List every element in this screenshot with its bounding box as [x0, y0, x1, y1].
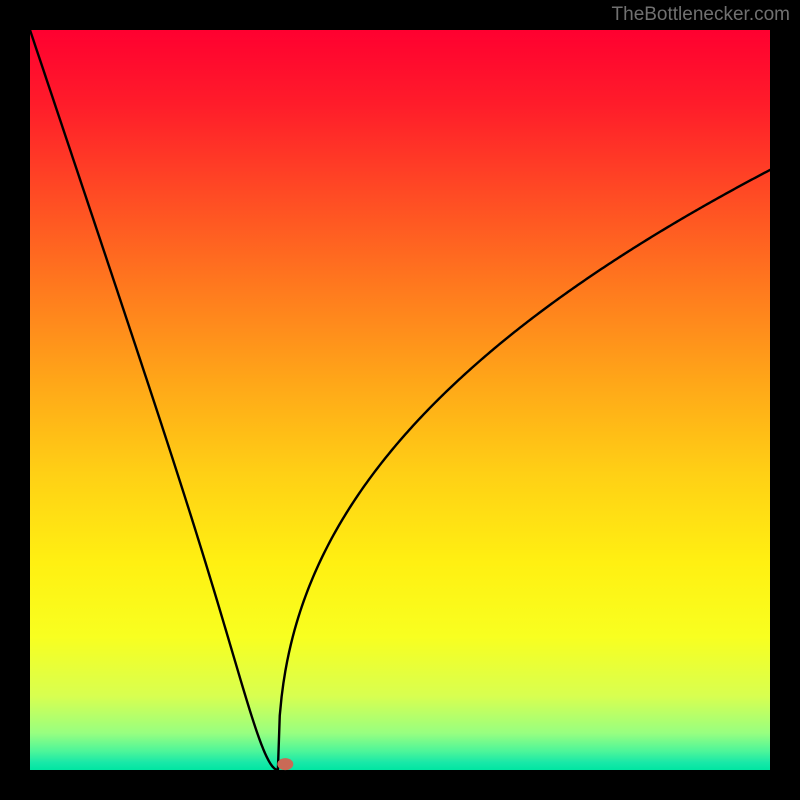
plot-gradient-background — [30, 30, 770, 770]
bottleneck-chart — [0, 0, 800, 800]
watermark-text: TheBottlenecker.com — [612, 4, 790, 26]
chart-stage: TheBottlenecker.com — [0, 0, 800, 800]
minimum-marker — [277, 758, 293, 770]
